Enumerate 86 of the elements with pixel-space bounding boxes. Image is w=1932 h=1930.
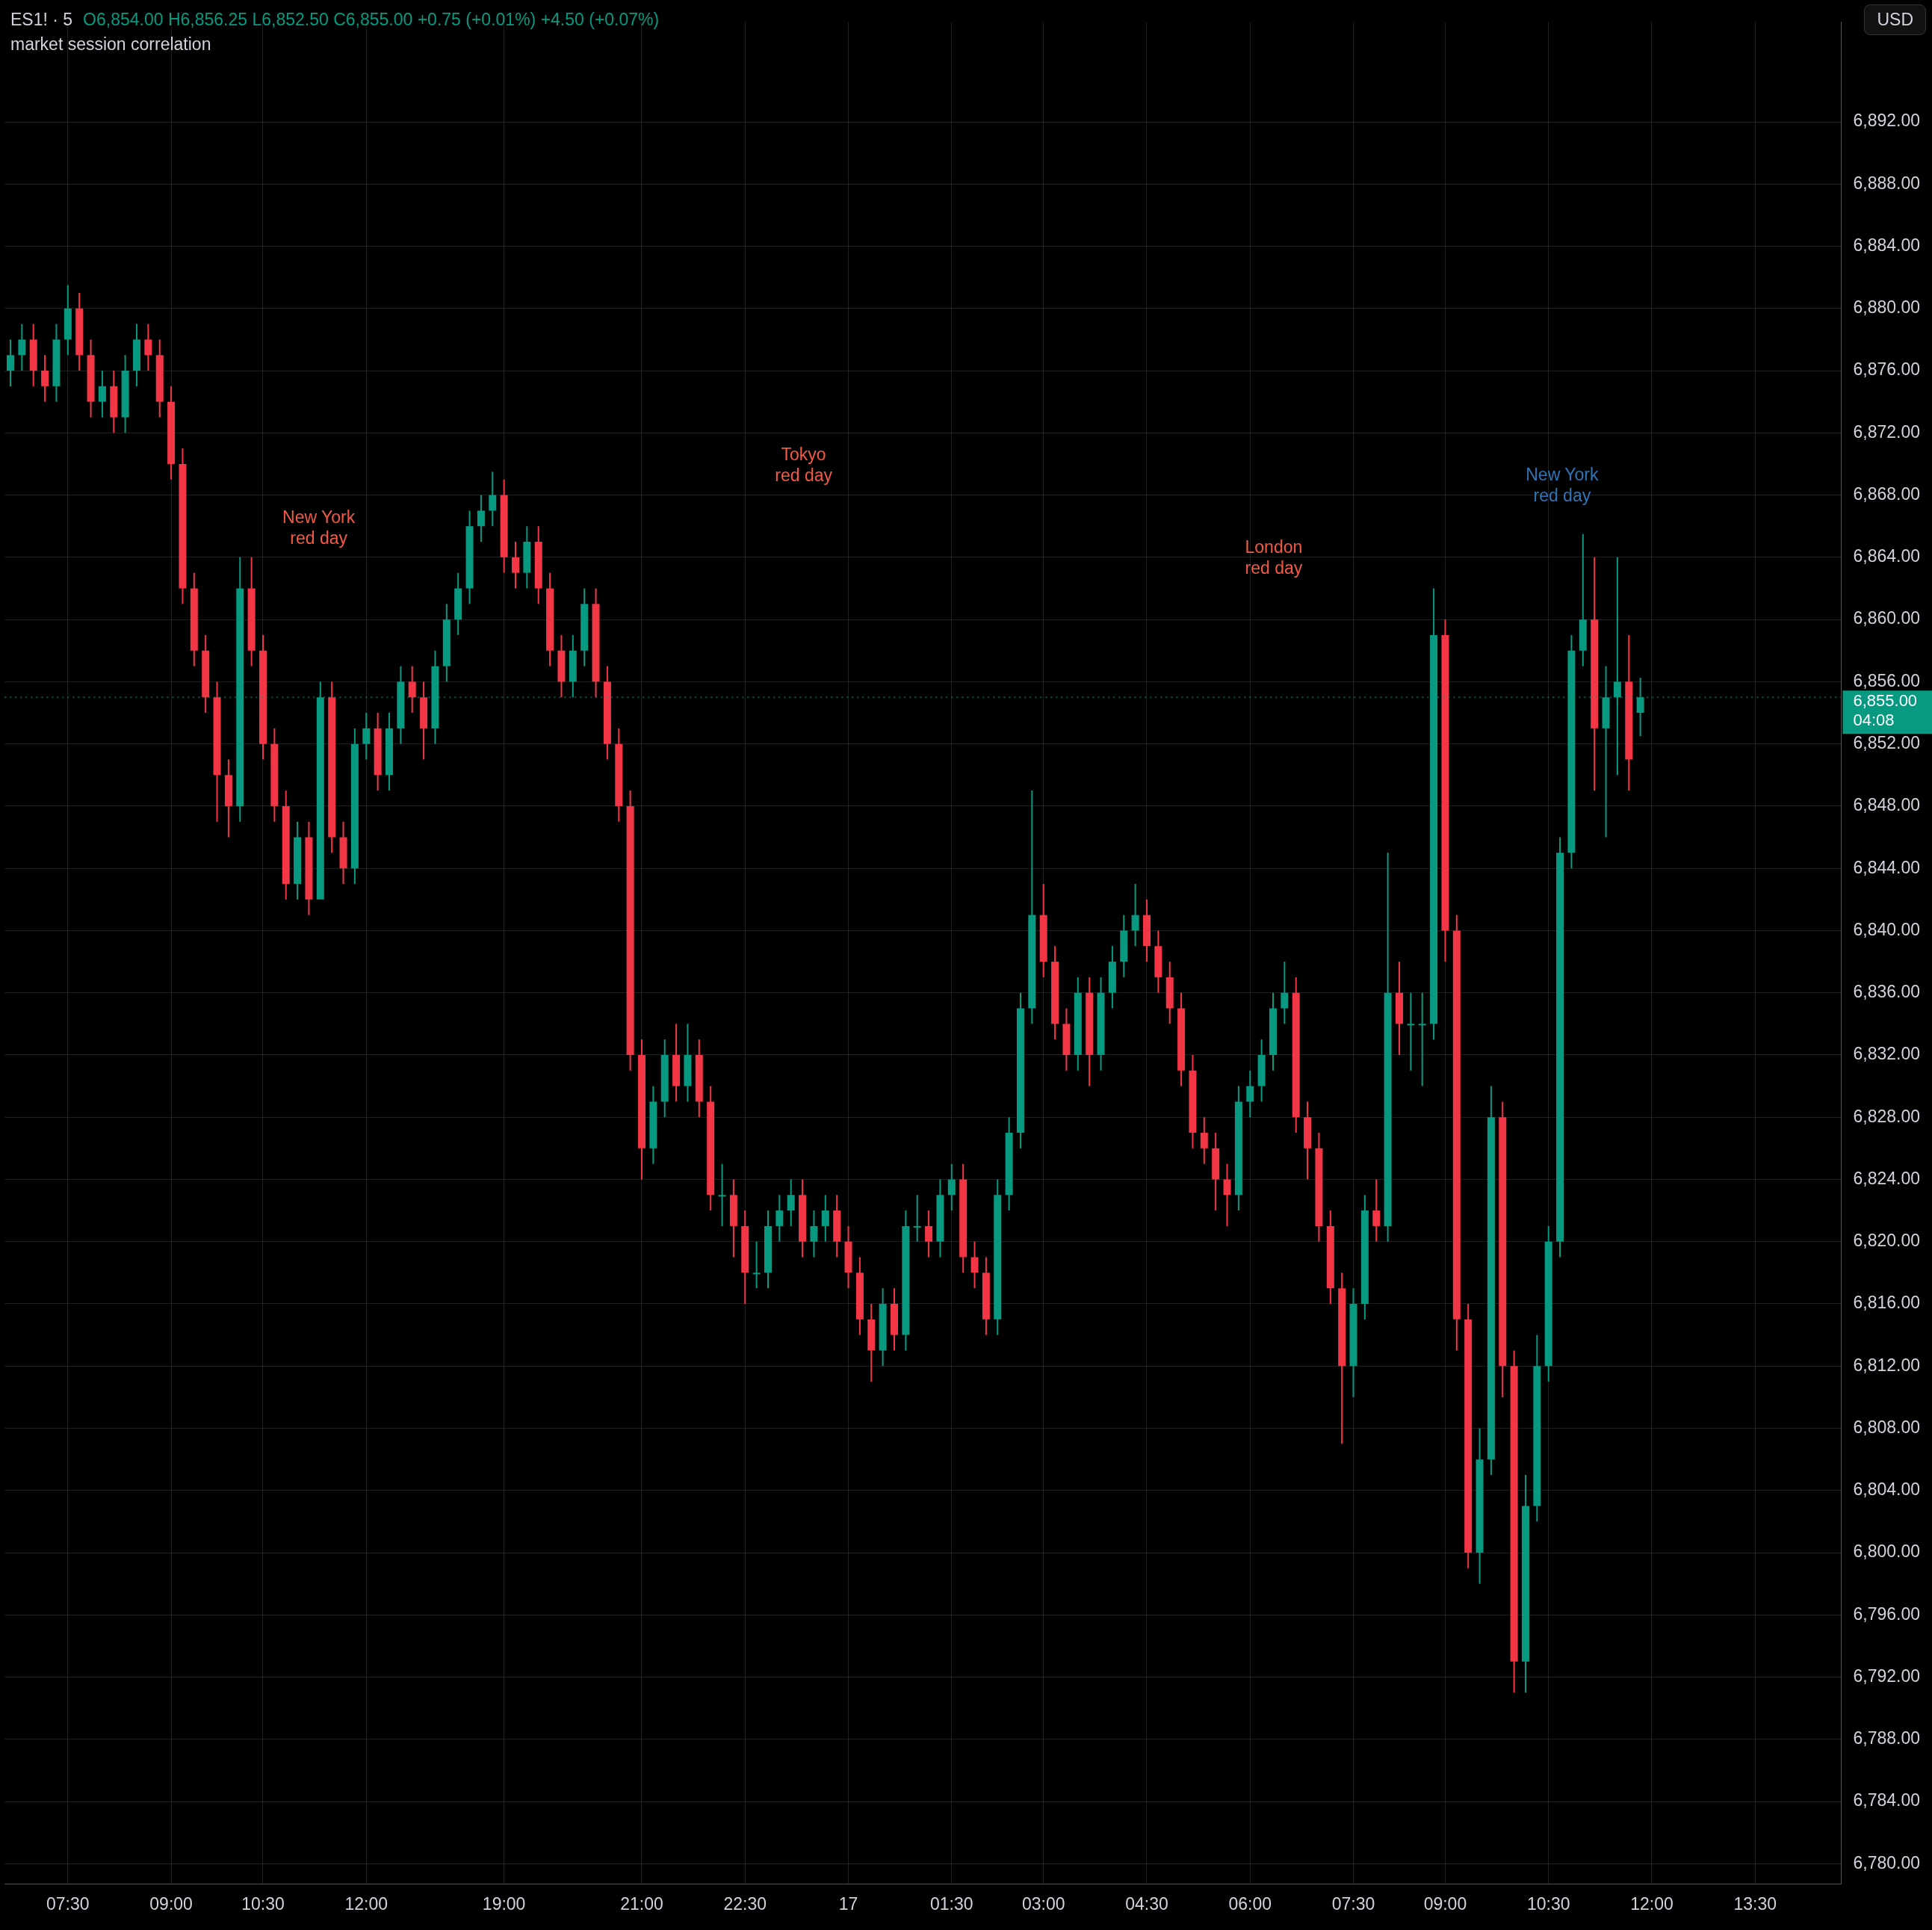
x-tick-label: 19:00: [482, 1893, 526, 1914]
y-tick-label: 6,848.00: [1853, 795, 1920, 815]
y-tick-label: 6,880.00: [1853, 297, 1920, 318]
x-tick-label: 03:00: [1021, 1893, 1065, 1914]
candlestick: [1613, 556, 1621, 776]
y-tick-label: 6,856.00: [1853, 670, 1920, 690]
x-tick-label: 09:00: [149, 1893, 193, 1914]
x-tick-label: 06:00: [1228, 1893, 1272, 1914]
x-tick-label: 07:30: [1331, 1893, 1375, 1914]
candlestick: [489, 471, 497, 528]
y-tick-label: 6,792.00: [1853, 1665, 1920, 1686]
candlestick: [787, 1178, 795, 1227]
y-tick-label: 6,784.00: [1853, 1790, 1920, 1810]
candlestick: [913, 1194, 921, 1243]
y-tick-label: 6,868.00: [1853, 483, 1920, 504]
candlestick: [98, 370, 106, 418]
y-tick-label: 6,884.00: [1853, 235, 1920, 255]
candlestick: [1200, 1116, 1208, 1165]
y-tick-label: 6,824.00: [1853, 1168, 1920, 1188]
x-tick-label: 07:30: [46, 1893, 90, 1914]
candlestick: [970, 1240, 979, 1290]
candlestick: [718, 1163, 726, 1227]
x-tick-label: 12:00: [344, 1893, 388, 1914]
candlestick: [1636, 677, 1644, 737]
chart-title: ES1! · 5: [10, 10, 73, 29]
candlestick: [1418, 992, 1426, 1087]
candlestick: [477, 494, 485, 543]
annotation: New York red day: [1526, 465, 1599, 506]
x-tick-label: 04:30: [1125, 1893, 1168, 1914]
y-tick-label: 6,876.00: [1853, 359, 1920, 380]
x-tick-label: 10:30: [241, 1893, 285, 1914]
candlestick: [144, 323, 152, 372]
y-tick-label: 6,828.00: [1853, 1106, 1920, 1126]
candlestick: [775, 1194, 784, 1243]
y-tick-label: 6,872.00: [1853, 421, 1920, 442]
candlestick: [925, 1210, 933, 1258]
y-tick-label: 6,864.00: [1853, 546, 1920, 566]
x-tick-label: 12:00: [1630, 1893, 1674, 1914]
y-tick-label: 6,816.00: [1853, 1293, 1920, 1313]
annotation: Tokyo red day: [775, 444, 833, 485]
y-tick-label: 6,836.00: [1853, 982, 1920, 1002]
candlestick: [1281, 961, 1289, 1025]
x-tick-label: 22:30: [723, 1893, 767, 1914]
x-tick-label: 01:30: [930, 1893, 973, 1914]
candlestick: [41, 354, 49, 403]
y-tick-label: 6,852.00: [1853, 732, 1920, 752]
y-tick-label: 6,820.00: [1853, 1231, 1920, 1251]
candlestick: [1223, 1163, 1231, 1227]
y-tick-label: 6,808.00: [1853, 1417, 1920, 1437]
x-tick-label: 21:00: [620, 1893, 663, 1914]
y-tick-label: 6,892.00: [1853, 111, 1920, 131]
y-tick-label: 6,800.00: [1853, 1541, 1920, 1562]
x-tick-label: 10:30: [1526, 1893, 1570, 1914]
text: 04:08: [1853, 711, 1895, 730]
candlestick: [1131, 882, 1139, 947]
candlestick: [408, 665, 416, 714]
candlestick: [1407, 992, 1415, 1071]
y-tick-label: 6,804.00: [1853, 1479, 1920, 1500]
candlestick: [752, 1240, 761, 1290]
candlestick: [947, 1163, 956, 1212]
y-tick-label: 6,796.00: [1853, 1603, 1920, 1624]
chart-subtitle: O6,854.00 H6,856.25 L6,852.50 C6,855.00 +0.75 (+0.01%) +4.50 (+0.07%): [83, 10, 660, 29]
candlestick: [821, 1194, 829, 1243]
y-tick-label: 6,812.00: [1853, 1355, 1920, 1375]
y-tick-label: 6,860.00: [1853, 608, 1920, 628]
candlestick: [810, 1210, 818, 1258]
annotation: London red day: [1245, 537, 1303, 578]
x-tick-label: 13:30: [1733, 1893, 1777, 1914]
y-tick-label: 6,840.00: [1853, 919, 1920, 939]
candlestick: [1246, 1069, 1254, 1119]
candlestick: [511, 541, 519, 590]
y-tick-label: 6,780.00: [1853, 1852, 1920, 1872]
ref-line-label: 6,855.00: [1853, 691, 1918, 711]
annotation: market session correlation: [10, 34, 212, 55]
candlestick: [18, 323, 26, 372]
candlestick: [362, 712, 371, 761]
candlestick: [7, 338, 14, 387]
text: USD: [1864, 4, 1926, 35]
y-tick-label: 6,844.00: [1853, 857, 1920, 877]
annotation: New York red day: [282, 507, 356, 548]
x-tick-label: 09:00: [1423, 1893, 1467, 1914]
x-tick-label: 17: [838, 1893, 858, 1914]
candlestick: [1372, 1178, 1381, 1243]
y-tick-label: 6,888.00: [1853, 173, 1920, 193]
y-tick-label: 6,788.00: [1853, 1728, 1920, 1748]
y-tick-label: 6,832.00: [1853, 1044, 1920, 1064]
